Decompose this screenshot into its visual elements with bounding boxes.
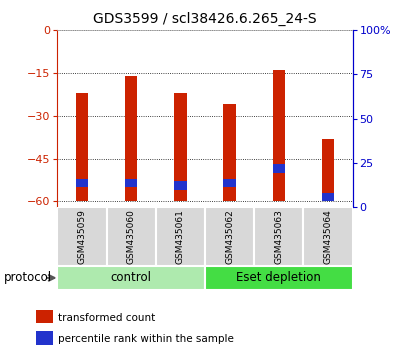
Text: GSM435062: GSM435062	[225, 209, 234, 264]
Bar	[57, 207, 106, 266]
Bar	[174, 93, 186, 201]
Text: transformed count: transformed count	[58, 313, 155, 323]
Text: GSM435064: GSM435064	[323, 209, 332, 264]
Text: GSM435063: GSM435063	[274, 209, 283, 264]
Bar	[321, 193, 333, 201]
Bar	[272, 70, 284, 201]
Text: percentile rank within the sample: percentile rank within the sample	[58, 334, 234, 344]
Bar	[125, 178, 137, 187]
Text: GSM435061: GSM435061	[175, 209, 184, 264]
Bar	[174, 181, 186, 190]
Bar	[223, 178, 235, 187]
Bar	[254, 207, 303, 266]
Bar	[223, 104, 235, 201]
Text: control: control	[110, 272, 151, 284]
Bar	[57, 266, 204, 290]
Bar	[125, 76, 137, 201]
Text: GSM435059: GSM435059	[77, 209, 86, 264]
Text: Eset depletion: Eset depletion	[236, 272, 321, 284]
Bar	[272, 164, 284, 173]
Bar	[155, 207, 204, 266]
Bar	[106, 207, 155, 266]
Bar	[204, 266, 352, 290]
Bar	[204, 207, 254, 266]
Bar	[303, 207, 352, 266]
Text: GSM435060: GSM435060	[126, 209, 135, 264]
Bar	[36, 310, 52, 323]
Title: GDS3599 / scl38426.6.265_24-S: GDS3599 / scl38426.6.265_24-S	[93, 12, 316, 26]
Bar	[36, 331, 52, 344]
Bar	[76, 178, 88, 187]
Text: protocol: protocol	[4, 272, 52, 284]
Bar	[76, 93, 88, 201]
Bar	[321, 138, 333, 201]
